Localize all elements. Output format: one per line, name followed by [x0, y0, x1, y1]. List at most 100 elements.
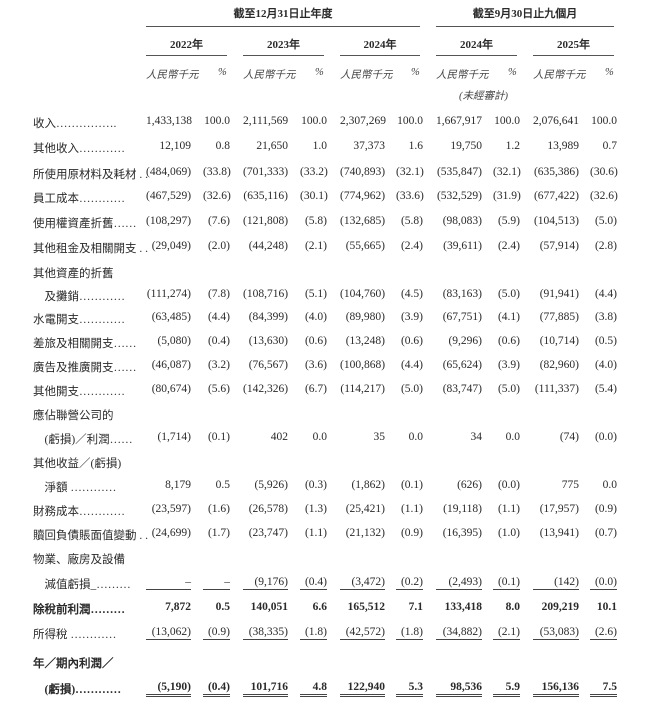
row-label: 財務成本………… — [33, 506, 125, 518]
amount-cell: (677,422) — [533, 190, 579, 202]
unit-amount-label: 人民幣千元 — [146, 70, 199, 81]
amount-cell: 12,109 — [159, 140, 191, 152]
percent-cell: (0.1) — [493, 576, 520, 590]
amount-cell: (74) — [559, 431, 579, 443]
percent-cell: (0.9) — [400, 527, 423, 539]
percent-cell: 8.0 — [505, 601, 520, 613]
unit-percent-label: % — [411, 67, 420, 78]
unit-percent-label: % — [315, 67, 324, 78]
amount-cell: (701,333) — [243, 166, 289, 178]
amount-cell: 2,307,269 — [340, 115, 386, 127]
amount-cell: (57,914) — [539, 240, 579, 252]
row-label: 其他收益／(虧損) — [33, 458, 122, 470]
percent-cell: (0.7) — [594, 527, 617, 539]
header-year: 2024年 — [460, 39, 493, 51]
amount-cell: 775 — [561, 479, 579, 491]
amount-cell: (774,962) — [340, 190, 386, 202]
amount-cell: (46,087) — [151, 359, 191, 371]
row-label: 淨額 ………… — [33, 482, 117, 494]
percent-cell: (5.0) — [400, 383, 423, 395]
percent-cell: (33.8) — [203, 166, 231, 178]
amount-cell: (21,132) — [345, 527, 385, 539]
amount-cell: (44,248) — [248, 240, 288, 252]
percent-cell: (3.9) — [400, 311, 423, 323]
amount-cell: (111,337) — [534, 383, 579, 395]
row-label: (虧損)／利潤…… — [33, 434, 133, 446]
row-label: 其他租金及相關開支 . . — [33, 243, 148, 255]
percent-cell: 1.2 — [505, 140, 520, 152]
amount-cell: 7,872 — [165, 601, 191, 613]
percent-cell: 7.5 — [590, 681, 617, 697]
row-label: 差旅及相關開支…… — [33, 338, 137, 350]
row-label: 其他收入………… — [33, 143, 125, 155]
amount-cell: 35 — [373, 431, 386, 443]
amount-cell: 34 — [470, 431, 483, 443]
amount-cell: (65,624) — [442, 359, 482, 371]
amount-cell: (84,399) — [248, 311, 288, 323]
percent-cell: (0.2) — [396, 576, 423, 590]
amount-cell: 98,536 — [436, 681, 482, 697]
amount-cell: 21,650 — [256, 140, 288, 152]
amount-cell: (5,190) — [146, 681, 191, 697]
amount-cell: (91,941) — [539, 288, 579, 300]
percent-cell: (1.3) — [304, 503, 327, 515]
amount-cell: (111,274) — [146, 288, 191, 300]
amount-cell: (626) — [457, 479, 482, 491]
amount-cell: 140,051 — [250, 601, 288, 613]
amount-cell: (108,716) — [243, 288, 289, 300]
rule-line — [146, 55, 227, 56]
percent-cell: (3.9) — [497, 359, 520, 371]
amount-cell: 402 — [270, 431, 288, 443]
amount-cell: (77,885) — [539, 311, 579, 323]
amount-cell: (53,083) — [533, 626, 579, 640]
amount-cell: (121,808) — [243, 215, 289, 227]
header-year: 2023年 — [267, 39, 300, 51]
rule-line — [243, 55, 324, 56]
amount-cell: (1,714) — [157, 431, 191, 443]
percent-cell: (1.6) — [207, 503, 230, 515]
percent-cell: (5.0) — [497, 383, 520, 395]
amount-cell: 1,433,138 — [146, 115, 192, 127]
amount-cell: 209,219 — [541, 601, 579, 613]
percent-cell: (2.4) — [400, 240, 423, 252]
amount-cell: 13,989 — [547, 140, 579, 152]
unit-amount-label: 人民幣千元 — [436, 70, 489, 81]
amount-cell: (2,493) — [436, 576, 482, 590]
row-label: 物業、廠房及設備 — [33, 554, 125, 566]
amount-cell: (98,083) — [442, 215, 482, 227]
amount-cell: (23,597) — [151, 503, 191, 515]
amount-cell: (104,513) — [533, 215, 579, 227]
rule-line — [436, 26, 614, 27]
rule-line — [146, 26, 420, 27]
percent-cell: 100.0 — [397, 115, 423, 127]
percent-cell: 1.0 — [312, 140, 327, 152]
amount-cell: 1,667,917 — [436, 115, 482, 127]
amount-cell: (13,062) — [146, 626, 191, 640]
amount-cell: (635,386) — [533, 166, 579, 178]
amount-cell: (17,957) — [539, 503, 579, 515]
amount-cell: (19,118) — [443, 503, 482, 515]
amount-cell: (63,485) — [151, 311, 191, 323]
percent-cell: – — [203, 576, 230, 590]
amount-cell: (1,862) — [351, 479, 385, 491]
amount-cell: (13,630) — [248, 335, 288, 347]
percent-cell: (0.0) — [497, 479, 520, 491]
percent-cell: (1.1) — [400, 503, 423, 515]
amount-cell: 122,940 — [340, 681, 385, 697]
percent-cell: (30.1) — [300, 190, 328, 202]
percent-cell: (4.0) — [304, 311, 327, 323]
amount-cell: (34,882) — [436, 626, 482, 640]
unaudited-note: (未經審計) — [459, 91, 508, 102]
percent-cell: 0.0 — [312, 431, 327, 443]
percent-cell: (1.7) — [207, 527, 230, 539]
amount-cell: (114,217) — [340, 383, 385, 395]
unit-amount-label: 人民幣千元 — [340, 70, 393, 81]
amount-cell: (5,926) — [254, 479, 288, 491]
percent-cell: (3.2) — [207, 359, 230, 371]
percent-cell: (2.1) — [304, 240, 327, 252]
percent-cell: (3.6) — [304, 359, 327, 371]
percent-cell: 0.8 — [215, 140, 230, 152]
percent-cell: (2.6) — [590, 626, 617, 640]
percent-cell: 0.0 — [408, 431, 423, 443]
row-label: 及攤銷………… — [33, 291, 125, 303]
